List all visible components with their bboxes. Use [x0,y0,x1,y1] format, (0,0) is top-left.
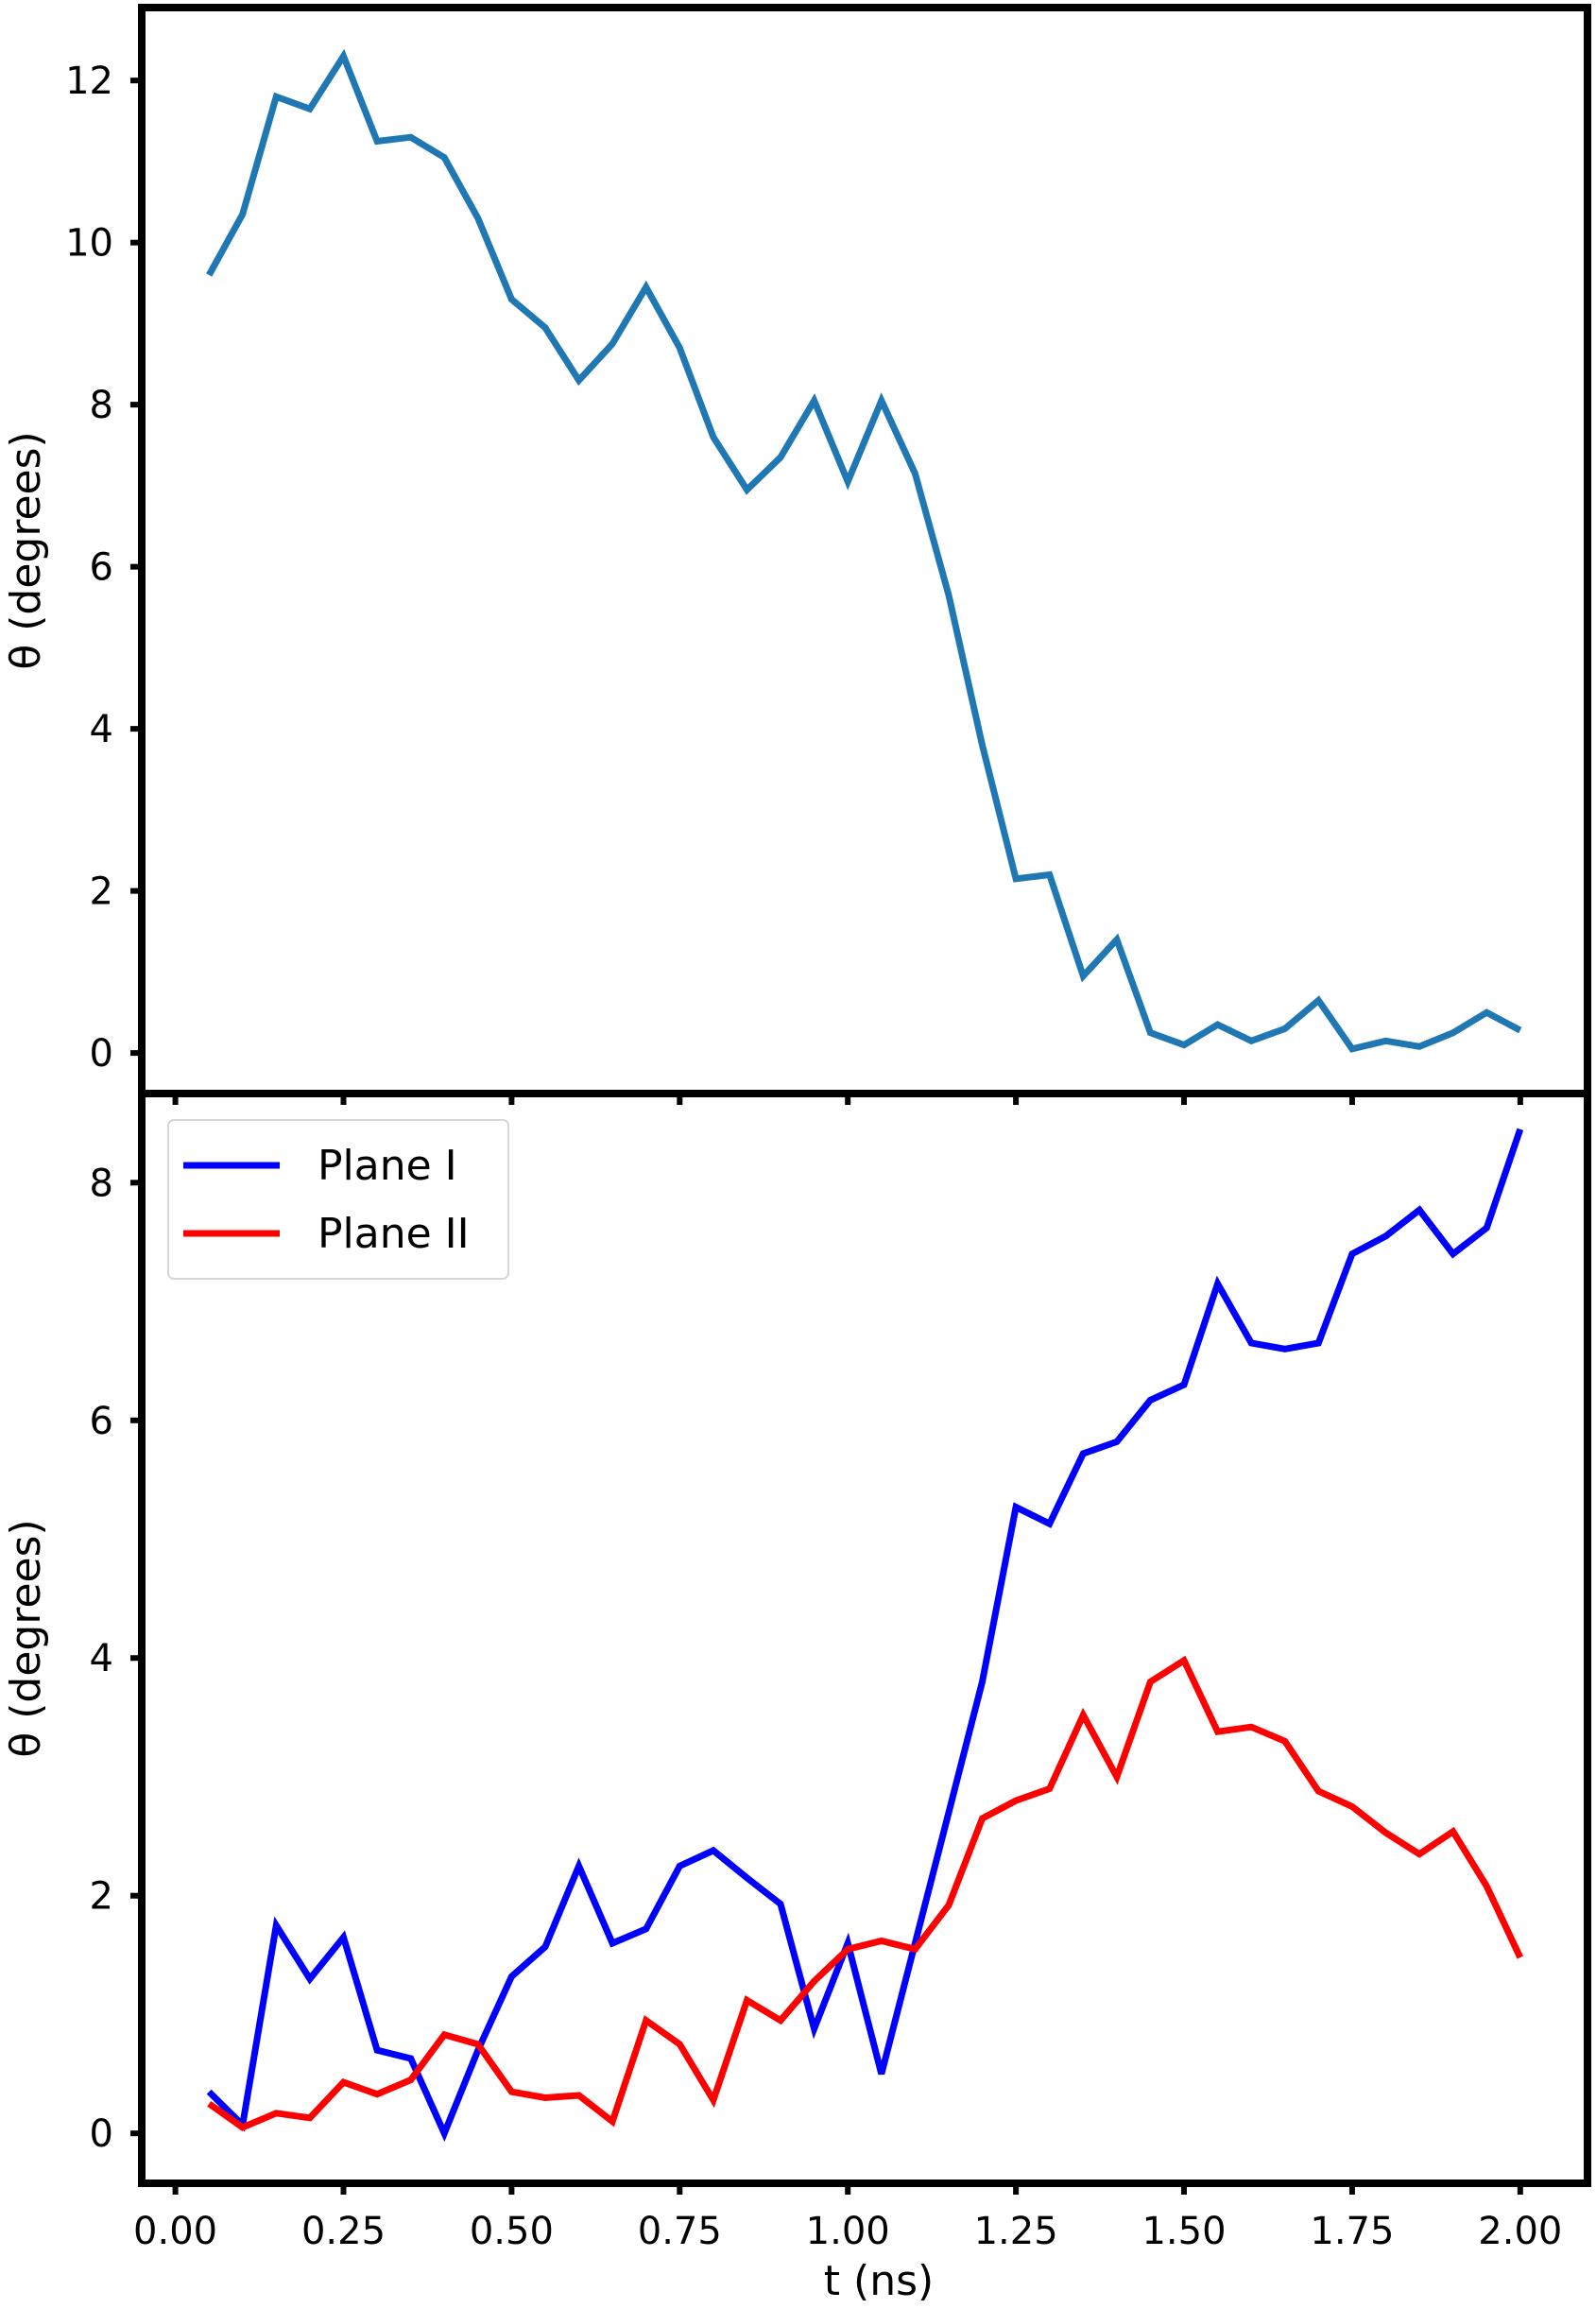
legend-box [167,1119,509,1280]
y-tick-label: 8 [90,1162,113,1205]
legend-label-plane-ii: Plane II [317,1210,470,1258]
plot-frame-1 [138,1090,1591,2187]
y-tick-label: 6 [90,1400,113,1443]
line-series-0 [206,48,1522,1053]
y-tick-label: 10 [65,222,113,266]
x-tick-label: 1.25 [974,2210,1058,2253]
x-axis-label: t (ns) [824,2257,934,2305]
y-axis-label: θ (degrees) [2,1519,50,1757]
x-tick-label: 1.50 [1141,2210,1226,2253]
x-tick-label: 1.00 [806,2210,890,2253]
y-tick-label: 4 [90,1637,113,1680]
y-tick-label: 2 [90,1875,113,1919]
x-tick-label: 2.00 [1478,2210,1562,2253]
y-axis-label: θ (degrees) [2,431,50,669]
x-tick-label: 0.75 [638,2210,722,2253]
y-tick-label: 2 [90,870,113,914]
bottom-panel: 0 2 4 6 8 0.00 0.25 0.50 0.75 1.00 1.25 1.50 1.75 2.0… [2,1090,1591,2305]
x-tick-label: 0.00 [133,2210,217,2253]
y-tick-label: 0 [90,2112,113,2156]
legend-label-plane-i: Plane I [317,1142,457,1190]
plot-frame-0 [138,4,1591,1097]
top-panel: 0 2 4 6 8 10 12 θ (degrees) [2,4,1591,1105]
legend: Plane I Plane II [167,1119,509,1280]
y-tick-label: 12 [65,60,113,103]
y-tick-label: 4 [90,708,113,751]
y-tick-label: 6 [90,546,113,590]
line-plane-ii [207,1655,1523,2131]
x-tick-label: 1.75 [1310,2210,1394,2253]
x-tick-label: 0.50 [470,2210,554,2253]
line-plane-i [206,1128,1524,2143]
y-tick-label: 8 [90,384,113,427]
x-tick-label: 0.25 [301,2210,386,2253]
y-tick-label: 0 [90,1032,113,1076]
